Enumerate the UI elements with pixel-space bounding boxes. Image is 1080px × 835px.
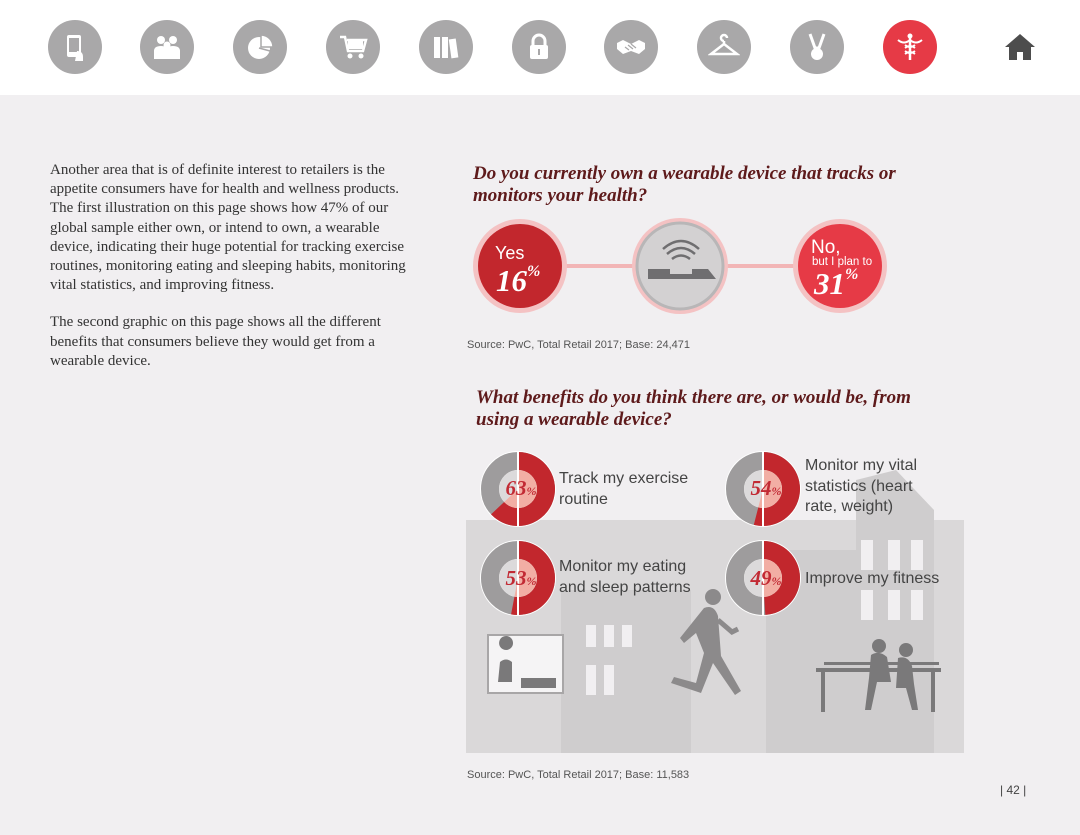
intro-paragraph-1: Another area that is of definite interes… — [50, 162, 406, 294]
yes-value: 16% — [496, 263, 541, 298]
benefit-value-4: 49% — [750, 566, 782, 590]
donut-3 — [480, 540, 556, 616]
top-navigation-bar — [0, 0, 1080, 95]
donut-inner-fill — [514, 559, 537, 597]
q1-graphic — [473, 218, 887, 314]
donut-inner-fill — [763, 559, 782, 597]
donut-value-arc — [511, 541, 555, 615]
home-icon[interactable] — [1003, 32, 1037, 62]
pie-chart-icon[interactable] — [233, 20, 287, 74]
caduceus-icon[interactable] — [883, 20, 937, 74]
no-sublabel: but I plan to — [812, 256, 873, 268]
window-person-illustration — [487, 634, 564, 694]
donut-2 — [725, 451, 801, 527]
benefit-label-2: Monitor my vital statistics (heart rate,… — [805, 457, 918, 515]
runner-illustration — [671, 589, 741, 695]
benefit-value-3: 53% — [505, 566, 537, 590]
benefit-label-1: Track my exercise routine — [559, 470, 689, 508]
bench-people-illustration — [816, 639, 941, 712]
intro-paragraph-2: The second graphic on this page shows al… — [50, 314, 381, 369]
no-value: 31% — [814, 266, 859, 301]
tablet-icon[interactable] — [48, 20, 102, 74]
donut-value-arc — [753, 452, 800, 526]
wearable-icon — [648, 239, 716, 279]
yes-label: Yes — [495, 243, 525, 263]
donut-1 — [480, 451, 556, 527]
donut-value-arc — [763, 541, 800, 615]
benefit-label-4: Improve my fitness — [805, 570, 940, 587]
intro-text: Another area that is of definite interes… — [50, 161, 412, 389]
medal-icon[interactable] — [790, 20, 844, 74]
no-label: No, — [811, 237, 841, 258]
handshake-icon[interactable] — [604, 20, 658, 74]
donut-4 — [725, 540, 801, 616]
yes-circle — [478, 224, 562, 308]
lock-icon[interactable] — [512, 20, 566, 74]
donut-inner-fill — [758, 470, 782, 508]
cart-icon[interactable] — [326, 20, 380, 74]
question-2-title: What benefits do you think there are, or… — [476, 387, 911, 430]
people-icon[interactable] — [140, 20, 194, 74]
donut-value-arc — [491, 452, 555, 526]
books-icon[interactable] — [419, 20, 473, 74]
source-1: Source: PwC, Total Retail 2017; Base: 24… — [467, 339, 690, 351]
donut-inner-fill — [504, 470, 537, 508]
hanger-icon[interactable] — [697, 20, 751, 74]
no-circle — [798, 224, 882, 308]
benefit-value-1: 63% — [505, 476, 537, 500]
benefits-donut-charts — [480, 451, 801, 616]
page-number: | 42 | — [1000, 783, 1027, 797]
benefit-label-3: Monitor my eating and sleep patterns — [559, 558, 691, 596]
question-1-title: Do you currently own a wearable device t… — [473, 163, 896, 206]
source-2: Source: PwC, Total Retail 2017; Base: 11… — [467, 769, 690, 781]
benefit-value-2: 54% — [750, 476, 782, 500]
